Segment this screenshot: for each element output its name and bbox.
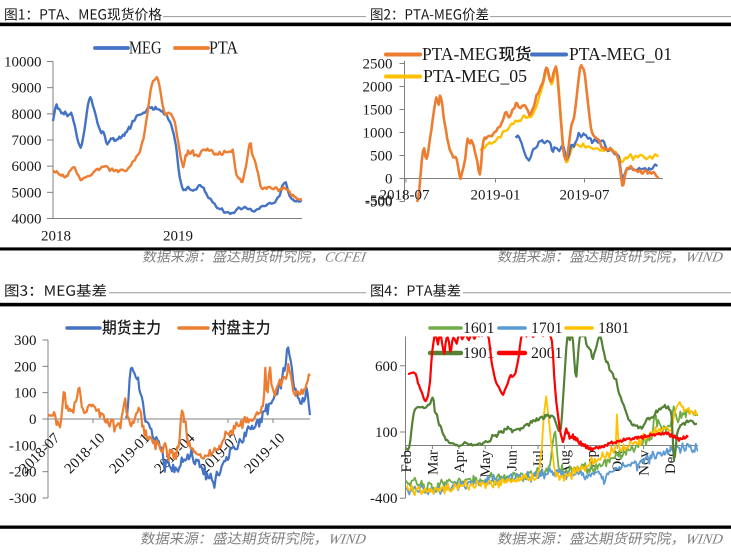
svg-text:2000: 2000: [363, 80, 393, 96]
svg-text:1801: 1801: [598, 320, 630, 337]
svg-text:100: 100: [375, 425, 398, 441]
svg-text:MEG: MEG: [129, 38, 162, 58]
svg-text:1901: 1901: [463, 345, 495, 362]
svg-text:1701: 1701: [531, 320, 563, 337]
svg-text:2018: 2018: [41, 229, 71, 245]
svg-text:-300: -300: [9, 491, 37, 507]
svg-text:2001: 2001: [531, 345, 563, 362]
svg-text:1000: 1000: [363, 126, 393, 142]
svg-text:PTA-MEG_05: PTA-MEG_05: [423, 66, 527, 86]
svg-text:7000: 7000: [12, 133, 42, 149]
svg-text:300: 300: [14, 333, 37, 349]
svg-text:2019-07: 2019-07: [560, 188, 610, 204]
svg-text:Apr: Apr: [452, 450, 468, 473]
svg-text:Mar: Mar: [425, 450, 441, 475]
svg-text:-400: -400: [370, 491, 398, 507]
svg-text:2500: 2500: [363, 57, 393, 73]
svg-text:2018-07: 2018-07: [380, 188, 430, 204]
svg-text:8000: 8000: [12, 107, 42, 123]
svg-text:-100: -100: [9, 438, 37, 454]
svg-text:1500: 1500: [363, 103, 393, 119]
svg-text:600: 600: [375, 359, 398, 375]
svg-text:-500: -500: [365, 193, 393, 209]
svg-text:PTA-MEG: PTA-MEG: [422, 44, 498, 64]
svg-text:0: 0: [29, 412, 37, 428]
svg-text:Feb: Feb: [399, 450, 415, 473]
svg-text:5000: 5000: [12, 185, 42, 201]
svg-text:PTA-MEG_01: PTA-MEG_01: [569, 44, 672, 64]
svg-text:Jun: Jun: [505, 450, 521, 471]
svg-text:200: 200: [14, 359, 37, 375]
svg-text:2019: 2019: [163, 229, 193, 245]
svg-text:4000: 4000: [12, 212, 42, 228]
svg-text:6000: 6000: [12, 159, 42, 175]
svg-text:1601: 1601: [463, 320, 495, 337]
svg-text:9000: 9000: [12, 81, 42, 97]
svg-text:May: May: [478, 450, 494, 478]
svg-text:0: 0: [385, 172, 393, 188]
svg-text:100: 100: [14, 386, 37, 402]
svg-text:Jul: Jul: [531, 450, 547, 468]
svg-text:PTA: PTA: [209, 38, 238, 58]
svg-text:10000: 10000: [4, 55, 42, 71]
svg-text:500: 500: [370, 149, 393, 165]
svg-text:-500: -500: [365, 195, 393, 211]
svg-text:-200: -200: [9, 465, 37, 481]
svg-text:2019-01: 2019-01: [471, 188, 521, 204]
